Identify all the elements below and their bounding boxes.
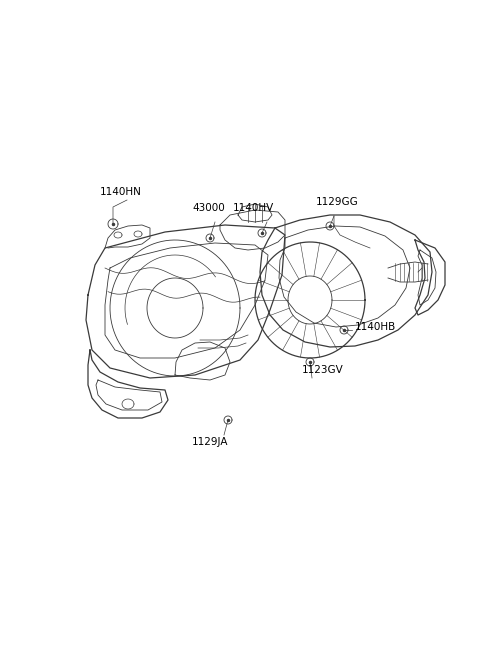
Text: 1129JA: 1129JA	[192, 437, 228, 447]
Text: 1129GG: 1129GG	[316, 197, 359, 207]
Text: 1123GV: 1123GV	[302, 365, 344, 375]
Text: 1140HV: 1140HV	[233, 203, 274, 213]
Text: 1140HB: 1140HB	[355, 322, 396, 332]
Text: 1140HN: 1140HN	[100, 187, 142, 197]
Text: 43000: 43000	[192, 203, 225, 213]
